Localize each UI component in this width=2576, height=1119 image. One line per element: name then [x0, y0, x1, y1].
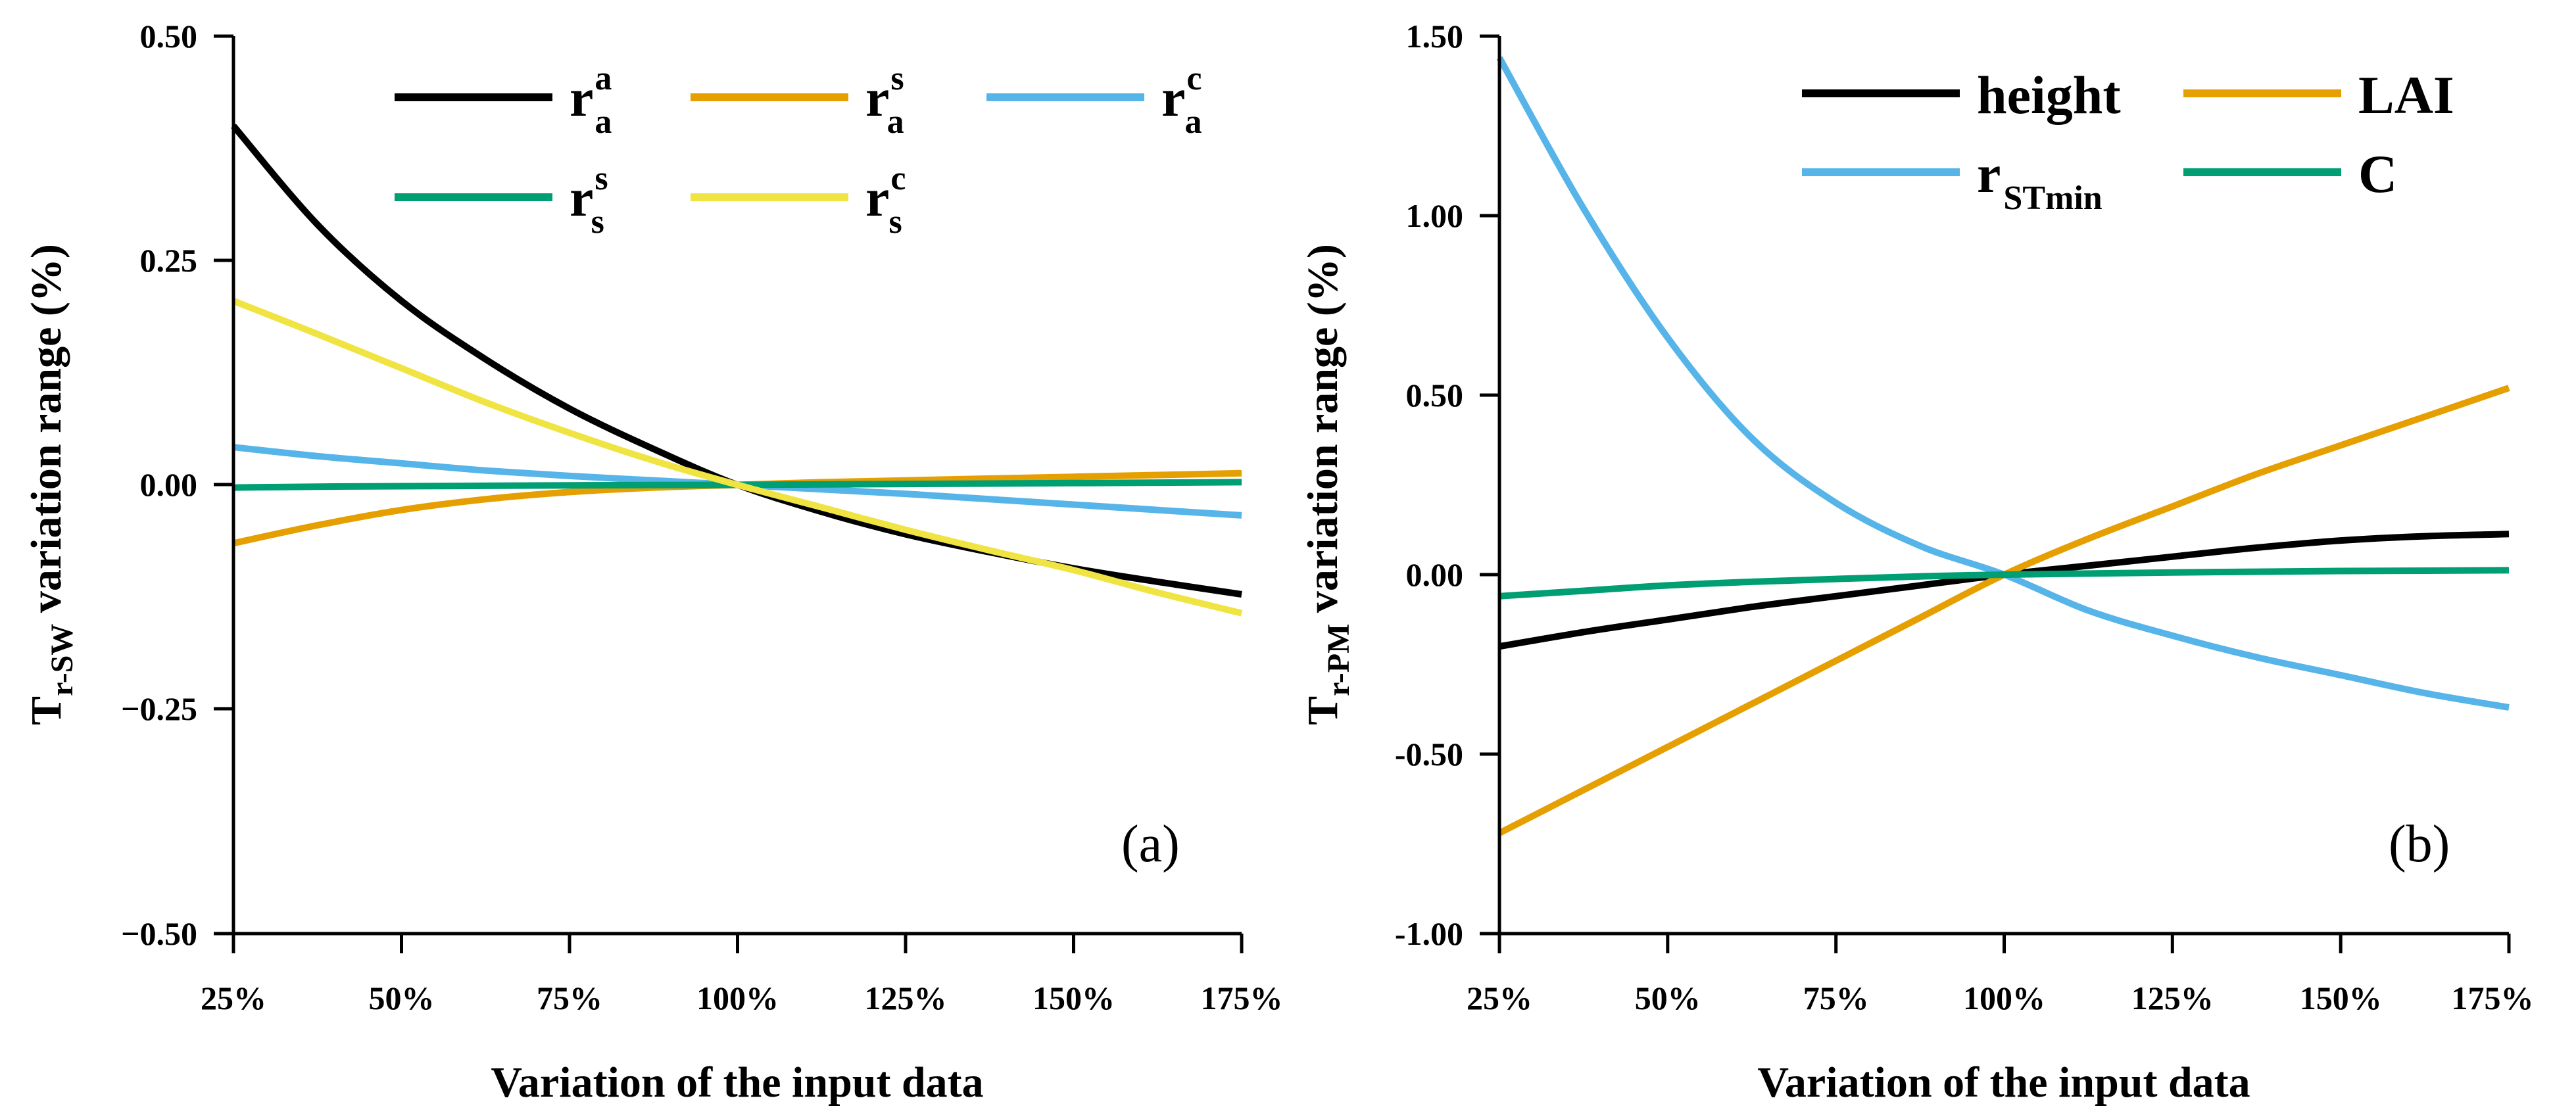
svg-text:height: height — [1977, 65, 2121, 125]
x-tick-labels-a: 25% 50% 75% 100% 125% 150% 175% — [201, 980, 1283, 1016]
y-tick-label: 1.50 — [1406, 18, 1464, 55]
x-tick-label: 125% — [2131, 980, 2214, 1016]
legend-item-r-a-c: rc a — [986, 60, 1202, 141]
legend-item-r-s-s: rs s — [395, 160, 608, 241]
svg-text:C: C — [2358, 144, 2397, 204]
x-tick-label: 100% — [696, 980, 779, 1016]
x-tick-label: 175% — [2452, 980, 2534, 1016]
x-tick-label: 75% — [1803, 980, 1869, 1016]
svg-text:rSTmin: rSTmin — [1977, 144, 2102, 217]
y-tick-label: -1.00 — [1395, 915, 1463, 952]
y-tick-label: −0.25 — [121, 690, 197, 727]
x-tick-label: 25% — [1467, 980, 1532, 1016]
legend-item-r-s-c: rc s — [691, 160, 906, 241]
chart-panel-b: 1.50 1.00 0.50 0.00 -0.50 -1.00 25% 50% … — [1299, 18, 2534, 1107]
y-tick-label: -0.50 — [1395, 736, 1463, 773]
y-axis-title-b: Tr-PM variation range (%) — [1299, 244, 1356, 725]
legend-item-r-a-s: rs a — [691, 60, 904, 141]
x-tick-labels-b: 25% 50% 75% 100% 125% 150% 175% — [1467, 980, 2534, 1016]
legend-item-r-a-a: ra a — [395, 60, 612, 141]
svg-text:raa: ra a — [570, 60, 612, 141]
y-tick-labels-a: 0.50 0.25 0.00 −0.25 −0.50 — [121, 18, 197, 952]
x-tick-label: 150% — [2300, 980, 2382, 1016]
x-axis-title-a: Variation of the input data — [491, 1059, 983, 1107]
svg-text:rcs: rc s — [865, 160, 906, 241]
x-ticks-a — [231, 934, 1244, 953]
panel-label-b: (b) — [2389, 815, 2450, 873]
y-tick-label: 0.00 — [140, 466, 198, 503]
legend-item-lai: LAI — [2183, 65, 2454, 125]
series-lines-b — [1496, 56, 2510, 836]
y-tick-label: 0.00 — [1406, 556, 1464, 593]
x-tick-label: 100% — [1963, 980, 2045, 1016]
y-axis-title-a: Tr-SW variation range (%) — [22, 244, 80, 725]
y-tick-labels-b: 1.50 1.00 0.50 0.00 -0.50 -1.00 — [1395, 18, 1463, 952]
legend-b: height LAI rSTmin C — [1802, 65, 2454, 217]
line-a-r-s-c — [232, 298, 1243, 617]
x-tick-label: 75% — [537, 980, 602, 1016]
x-tick-label: 175% — [1201, 980, 1283, 1016]
x-axis-title-b: Variation of the input data — [1757, 1059, 2250, 1107]
legend-item-r-stmin: rSTmin — [1802, 144, 2102, 217]
svg-text:rsa: rs a — [865, 60, 904, 141]
y-tick-label: 0.25 — [140, 242, 198, 279]
line-b-c — [1499, 567, 2510, 600]
panel-label-a: (a) — [1121, 815, 1180, 873]
svg-text:LAI: LAI — [2358, 65, 2454, 125]
svg-text:rca: rc a — [1161, 60, 1202, 141]
x-tick-label: 50% — [369, 980, 435, 1016]
legend-item-c: C — [2183, 144, 2397, 204]
x-tick-label: 50% — [1635, 980, 1701, 1016]
y-tick-label: 1.00 — [1406, 197, 1464, 234]
svg-text:rss: rs s — [570, 160, 608, 241]
x-tick-label: 150% — [1033, 980, 1115, 1016]
x-ticks-b — [1497, 934, 2511, 953]
series-lines-a — [231, 124, 1243, 617]
y-tick-label: 0.50 — [140, 18, 198, 55]
x-tick-label: 125% — [865, 980, 947, 1016]
y-tick-label: 0.50 — [1406, 377, 1464, 414]
chart-panel-a: 0.50 0.25 0.00 −0.25 −0.50 25% 50% 75% 1… — [22, 18, 1283, 1107]
y-tick-label: −0.50 — [121, 915, 197, 952]
y-ticks-b — [1480, 34, 1499, 936]
x-tick-label: 25% — [201, 980, 266, 1016]
legend-item-height: height — [1802, 65, 2121, 125]
line-b-height — [1499, 531, 2510, 650]
line-b-r-stmin — [1496, 56, 2510, 711]
line-b-lai — [1497, 385, 2510, 836]
y-ticks-a — [214, 34, 233, 936]
legend-a: ra a rs a rc a rs s rc s — [395, 60, 1202, 241]
